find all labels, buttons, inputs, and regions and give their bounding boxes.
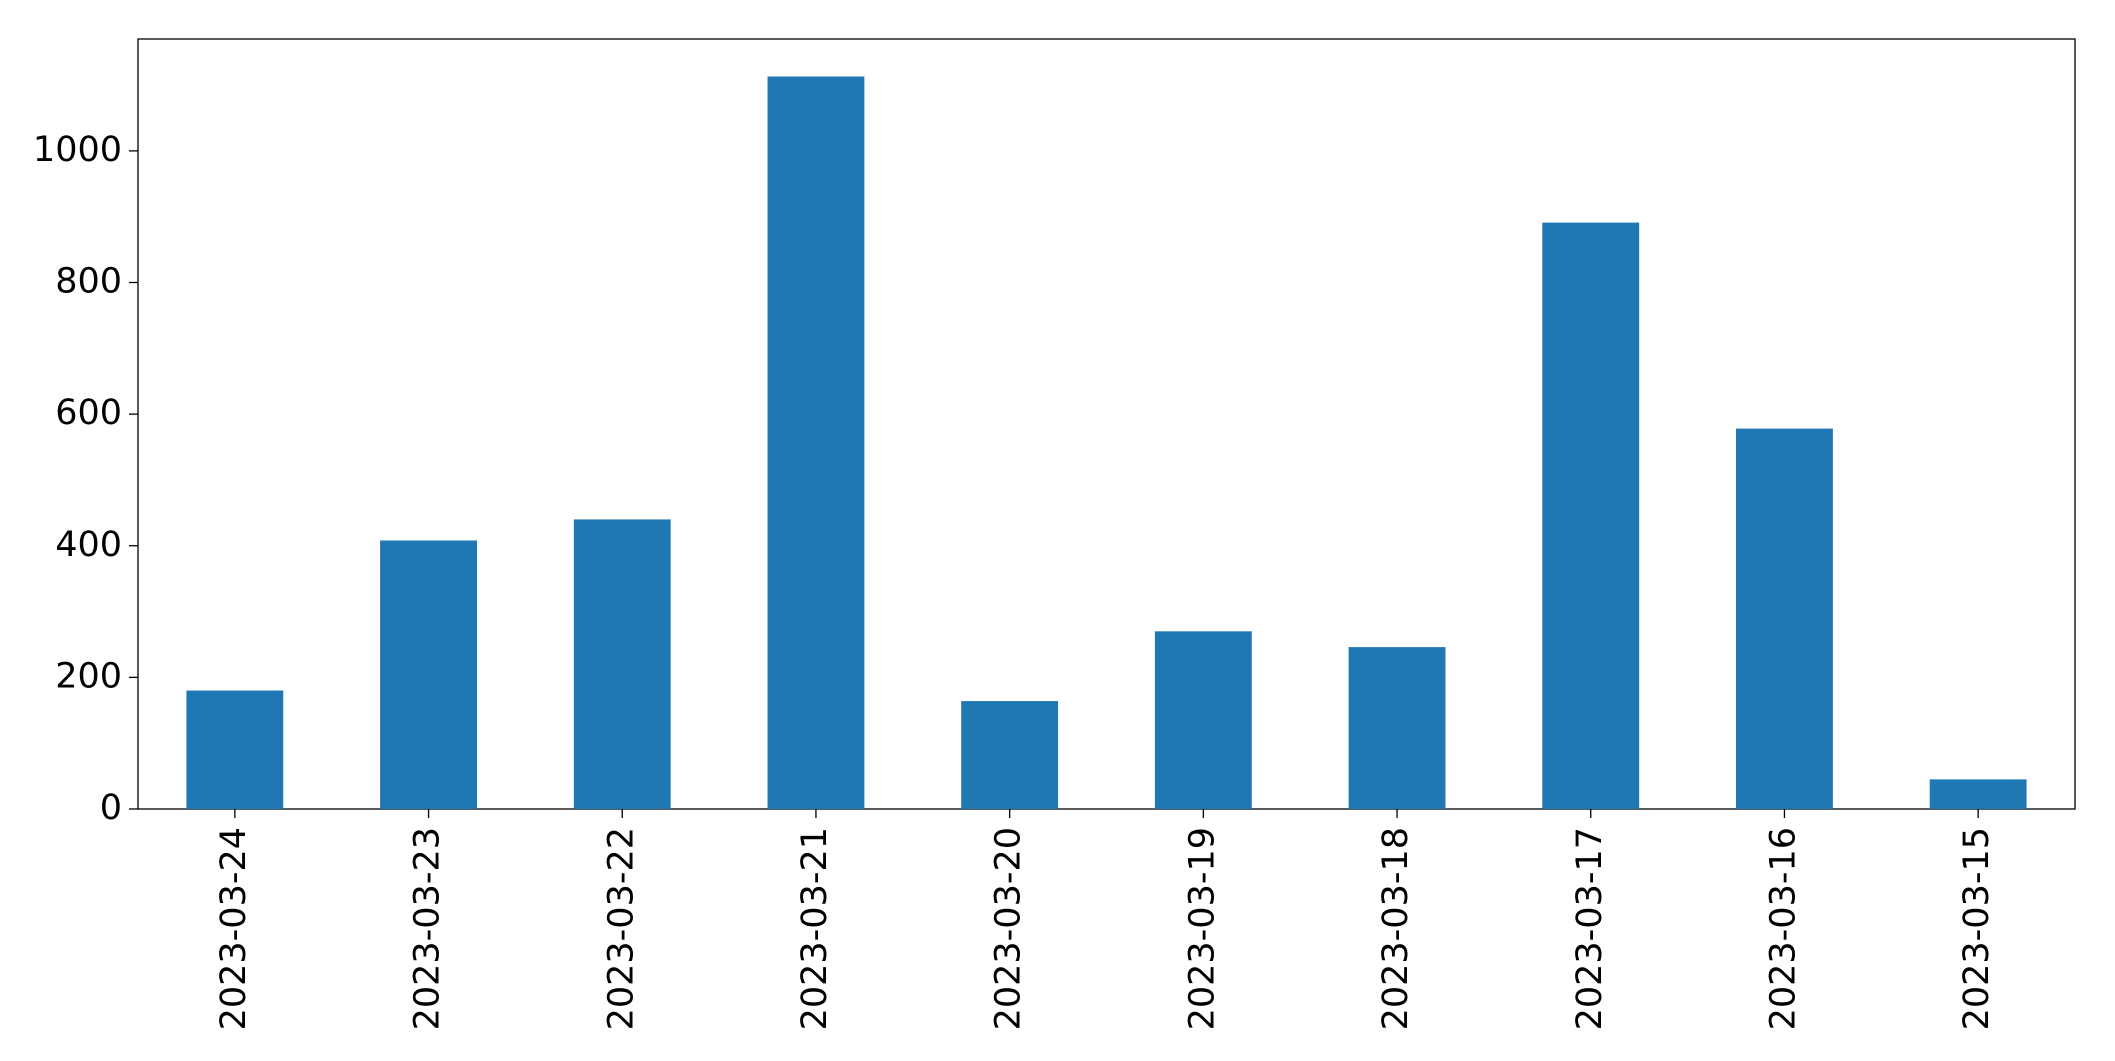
- x-tick-label: 2023-03-15: [1957, 827, 1997, 1030]
- x-tick-label: 2023-03-19: [1182, 827, 1222, 1030]
- x-tick-label: 2023-03-20: [989, 827, 1029, 1030]
- y-tick-label: 400: [55, 525, 122, 565]
- bar: [1929, 779, 2027, 809]
- x-tick-label: 2023-03-16: [1763, 827, 1803, 1030]
- x-tick-label: 2023-03-24: [214, 827, 254, 1030]
- bar: [1736, 428, 1833, 809]
- bar: [380, 540, 477, 809]
- x-tick-label: 2023-03-21: [795, 827, 835, 1030]
- x-tick-label: 2023-03-18: [1376, 827, 1416, 1030]
- y-tick-label: 0: [100, 788, 122, 828]
- x-tick-label: 2023-03-23: [408, 827, 448, 1030]
- y-tick-label: 200: [55, 656, 122, 696]
- y-tick-label: 1000: [33, 130, 122, 170]
- y-tick-label: 600: [55, 393, 122, 433]
- x-tick-label: 2023-03-22: [601, 827, 641, 1030]
- bar: [573, 519, 671, 809]
- bar: [961, 701, 1059, 809]
- plot-frame: [137, 38, 2076, 810]
- bar: [1542, 222, 1640, 810]
- bar: [186, 690, 284, 809]
- bar: [1348, 647, 1446, 809]
- y-tick-label: 800: [55, 262, 122, 302]
- bar: [1154, 631, 1252, 809]
- x-tick-label: 2023-03-17: [1570, 827, 1610, 1030]
- bar: [767, 76, 865, 809]
